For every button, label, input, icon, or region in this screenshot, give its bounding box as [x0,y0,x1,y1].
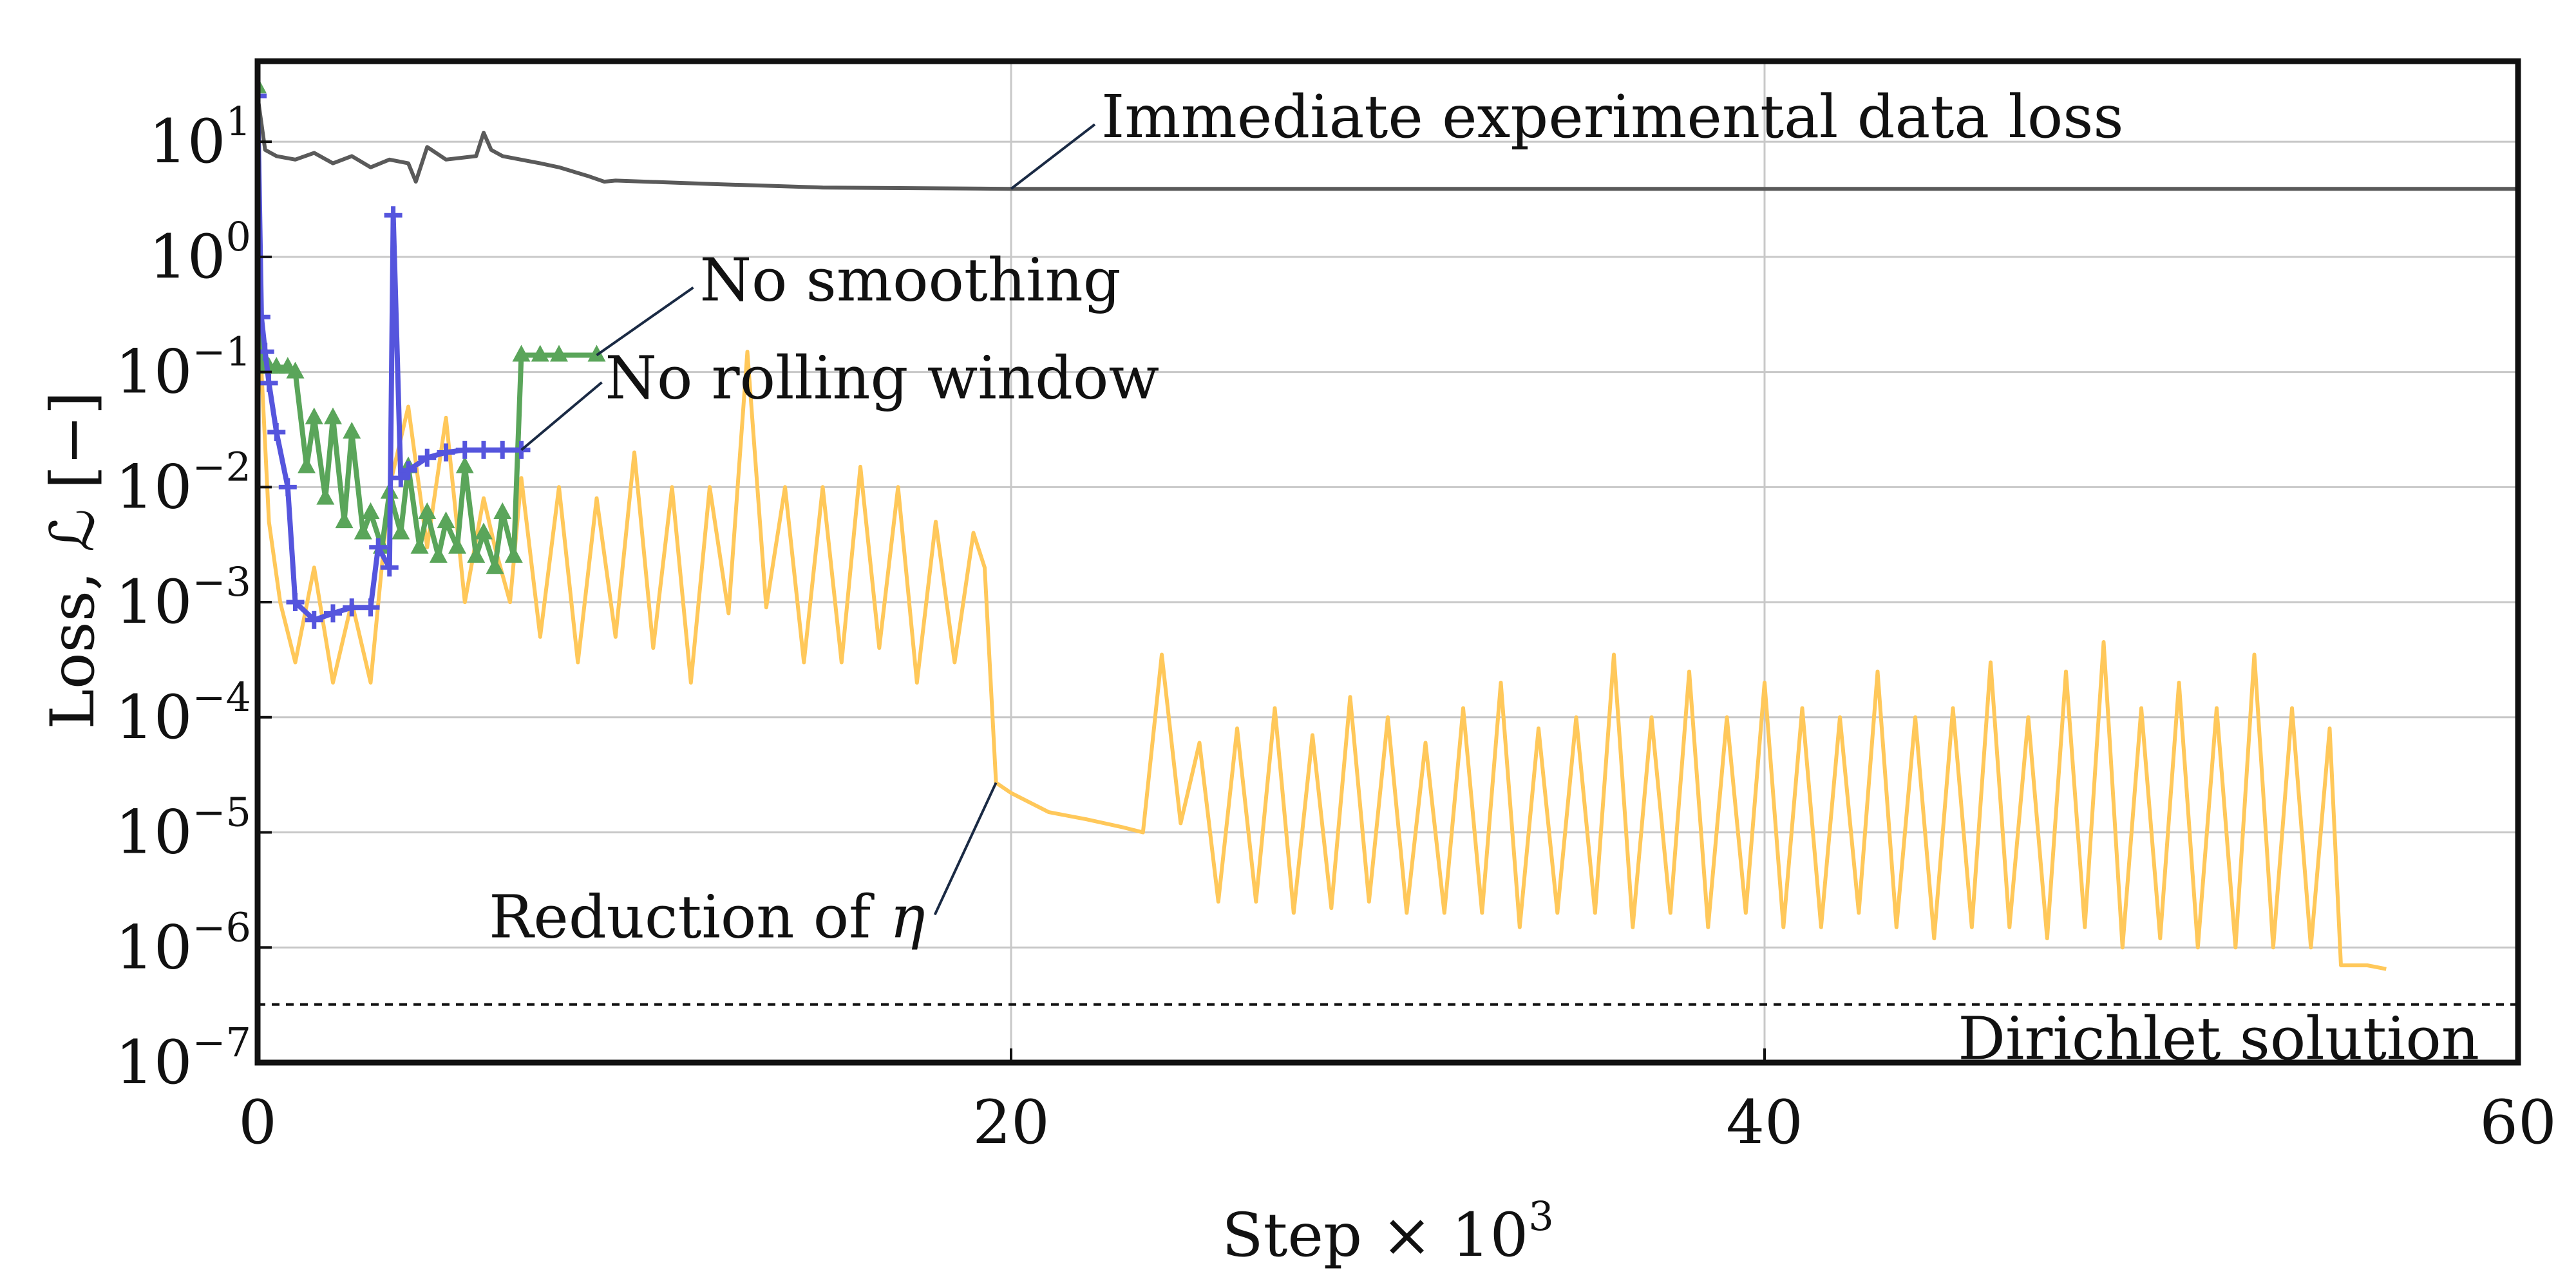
data-point [278,478,297,497]
data-point [361,598,380,617]
series-line [258,95,522,623]
x-tick-label: 60 [2479,1088,2557,1158]
annotation-leader [933,782,998,916]
data-point [305,611,323,629]
y-tick-label: 101 [149,98,251,177]
annotation-no-rolling-window: No rolling window [605,344,1160,413]
annotation-data-loss: Immediate experimental data loss [1101,82,2124,151]
y-tick-label: 10−7 [115,1019,251,1098]
y-tick-label: 10−3 [115,558,251,638]
data-point [493,502,512,519]
data-point [455,440,474,459]
data-point [410,536,429,554]
series-data-loss [258,95,2518,191]
data-point [335,511,354,529]
data-point [324,604,342,623]
data-point [354,522,372,540]
data-point [512,440,531,459]
data-point [298,456,316,473]
y-tick-label: 10−5 [115,789,251,868]
data-point [475,522,493,540]
annotation-leader [596,286,694,357]
data-point [384,206,402,225]
data-point [380,558,399,577]
data-point [512,345,531,362]
data-point [258,308,270,327]
y-tick-label: 10−1 [115,328,251,408]
data-point [467,545,486,563]
data-point [305,407,323,424]
x-axis-label: Step × 103 [1222,1193,1554,1271]
data-point [448,536,467,554]
plot-frame [254,58,2521,1066]
y-tick-label: 10−2 [115,443,251,522]
data-point [267,357,286,374]
series-eta-reduction [258,291,2387,971]
annotation-leader [520,381,603,451]
annotation-leader [1010,123,1096,190]
x-tick-label: 20 [972,1088,1050,1158]
data-point [475,440,493,459]
data-point [486,557,504,574]
data-point [531,345,549,362]
data-point [286,593,305,612]
annotation-no-smoothing: No smoothing [700,245,1121,314]
data-point [258,86,267,105]
data-point [418,502,437,519]
data-point [343,598,361,617]
series-line [258,86,597,571]
data-point [437,511,455,529]
annotation-eta-reduction: Reduction of η [489,882,925,951]
y-tick-label: 100 [149,213,251,292]
data-point [587,345,606,362]
y-tick-label: 10−6 [115,904,251,983]
series-line [258,291,2387,971]
series-no-smoothing [258,76,606,574]
y-axis-label: Loss, ℒ [−] [38,392,108,730]
data-point [437,443,455,462]
data-point [324,407,342,424]
data-point [361,502,380,519]
series-line [258,95,2518,191]
data-point [267,423,286,442]
y-tick-label: 10−4 [115,674,251,753]
data-point [504,545,523,563]
x-tick-label: 40 [1726,1088,1803,1158]
data-point [260,374,278,392]
data-point [392,522,410,540]
data-point [343,422,361,439]
data-point [369,538,388,556]
x-tick-label: 0 [238,1088,277,1158]
data-point [455,456,474,473]
data-point [316,488,335,505]
data-point [550,345,568,362]
data-point [286,361,305,379]
data-point [429,545,448,563]
data-point [418,448,437,467]
series-no-rolling-window [258,86,531,629]
data-point [399,461,417,480]
data-point [493,440,512,459]
